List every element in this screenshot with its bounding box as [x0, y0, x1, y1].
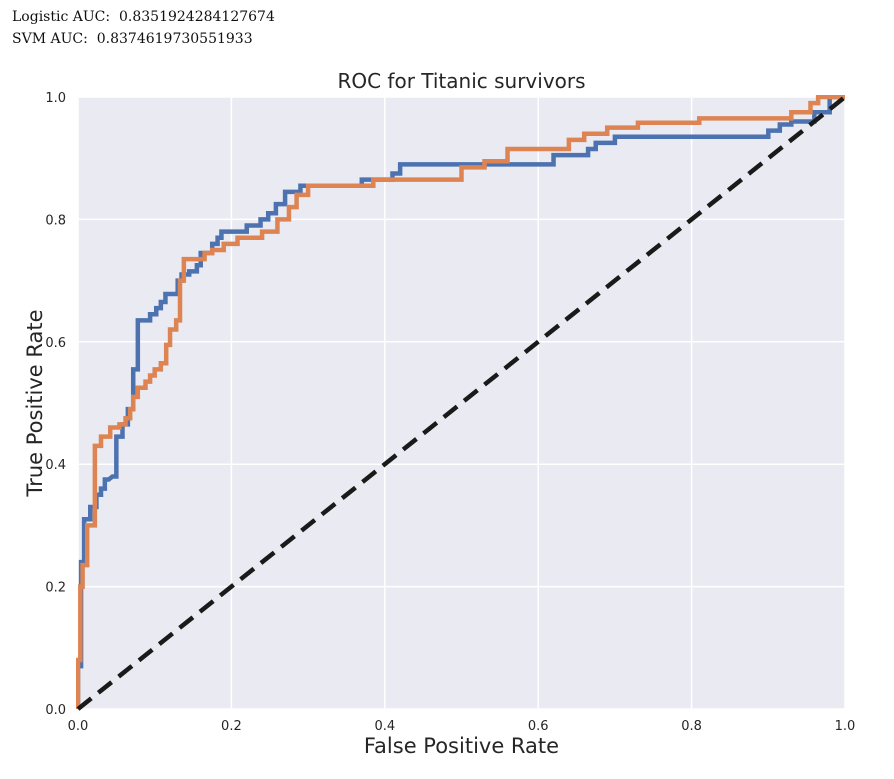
y-tick-label: 0.8	[45, 213, 66, 228]
x-tick-label: 0.4	[374, 719, 395, 734]
y-tick-label: 0.2	[45, 581, 66, 596]
chart-title: ROC for Titanic survivors	[337, 69, 585, 93]
x-tick-label: 0.0	[68, 719, 89, 734]
x-tick-label: 1.0	[835, 719, 856, 734]
y-tick-label: 0.4	[45, 458, 66, 473]
x-tick-label: 0.8	[681, 719, 702, 734]
y-axis-label: True Positive Rate	[23, 309, 47, 497]
y-tick-label: 1.0	[45, 91, 66, 106]
y-tick-labels: 0.0 0.2 0.4 0.6 0.8 1.0	[45, 91, 66, 718]
x-tick-label: 0.2	[221, 719, 242, 734]
x-tick-label: 0.6	[528, 719, 549, 734]
x-tick-labels: 0.0 0.2 0.4 0.6 0.8 1.0	[68, 719, 856, 734]
y-tick-label: 0.6	[45, 336, 66, 351]
y-tick-label: 0.0	[45, 703, 66, 718]
x-axis-label: False Positive Rate	[364, 734, 559, 758]
